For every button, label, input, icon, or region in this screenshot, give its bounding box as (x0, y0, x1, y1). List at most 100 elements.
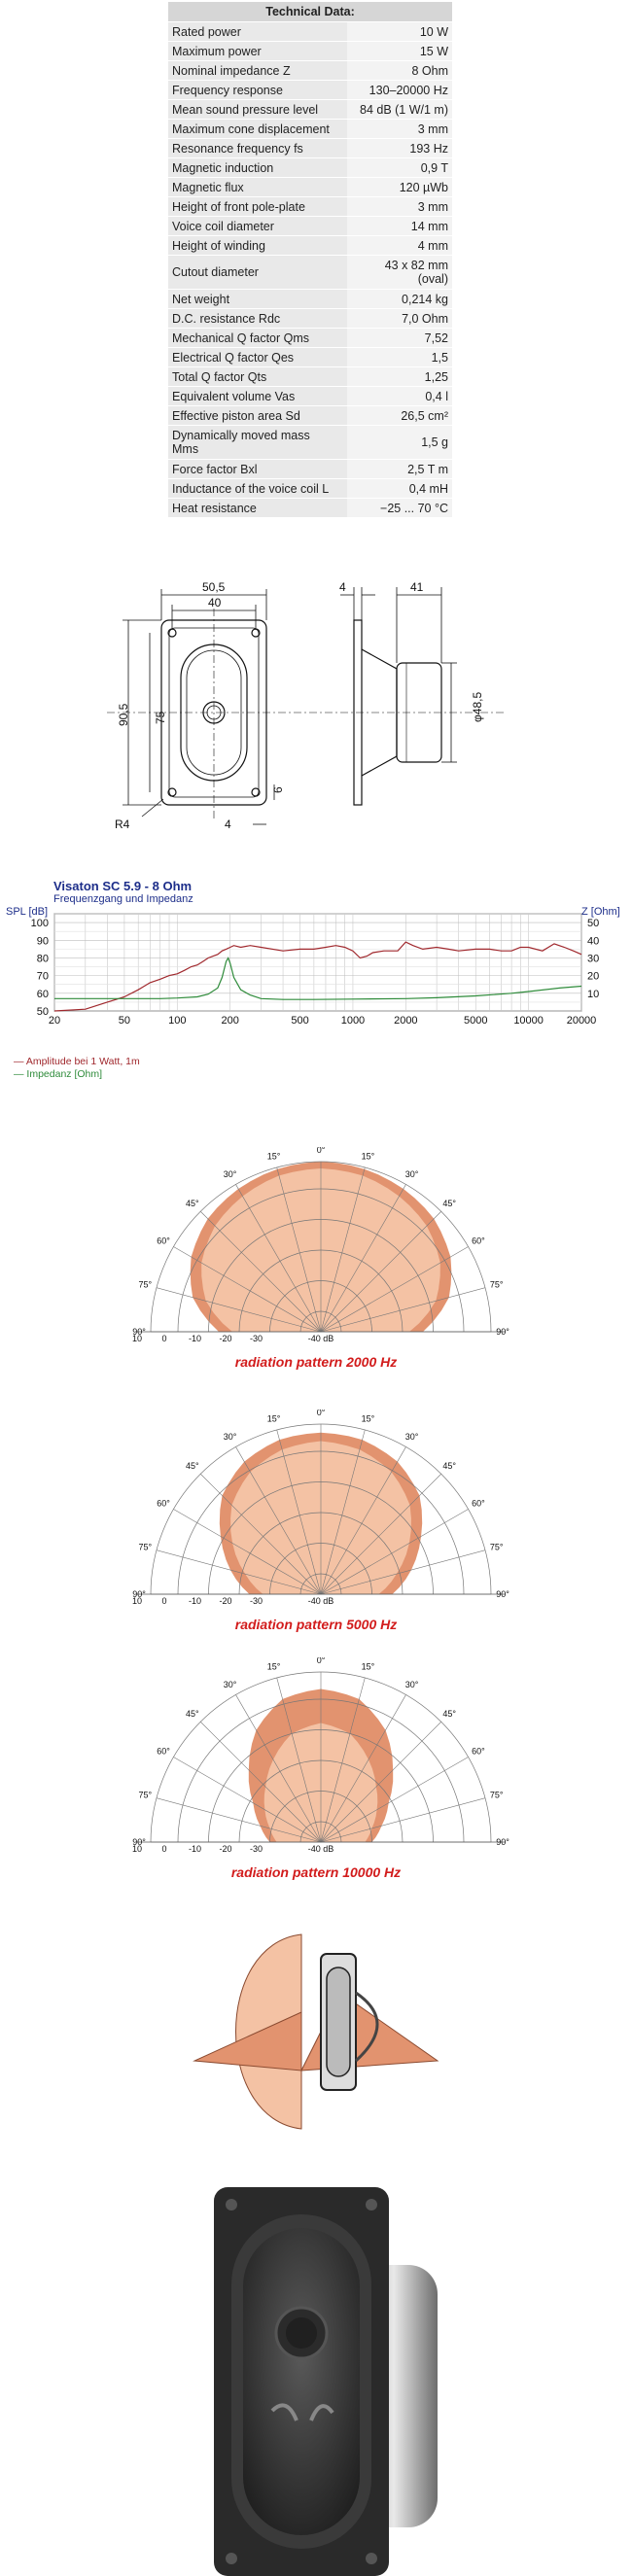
spec-value-text: 3 mm (417, 122, 448, 136)
spec-value: 43 x 82 mm (oval) (347, 255, 452, 290)
polar-spoke (320, 1287, 486, 1333)
x-tick-label: 5000 (464, 1015, 487, 1027)
polar-spoke (320, 1446, 406, 1595)
spec-value-text: 193 Hz (409, 141, 448, 156)
spec-row: Rated power 10 W (168, 21, 452, 42)
polar-angle-label: 90° (132, 1327, 146, 1337)
spl-series-line (53, 941, 582, 1012)
polar-angle-label: 90° (132, 1837, 146, 1847)
polar-ring-label: -20 (219, 1596, 231, 1604)
polar-angle-label: 15° (267, 1413, 281, 1423)
spec-row: Effective piston area Sd 26,5 cm² (168, 405, 452, 426)
x-tick-label: 20000 (567, 1015, 597, 1027)
polar-angle-label: 60° (472, 1747, 485, 1757)
dim-4-bottom: 4 (225, 818, 231, 831)
polar-ring-label: -10 (189, 1844, 201, 1852)
polar-angle-label: 45° (442, 1199, 456, 1208)
spec-value-text: 2,5 T m (407, 462, 448, 476)
polar-spoke (320, 1246, 469, 1333)
spec-label: Voice coil diameter (168, 216, 347, 236)
polar-spoke (276, 1429, 322, 1595)
spec-value: 0,214 kg (347, 289, 452, 309)
spec-row: Force factor Bxl 2,5 T m (168, 459, 452, 479)
spec-label: Magnetic induction (168, 157, 347, 178)
spec-row: Heat resistance −25 ... 70 °C (168, 498, 452, 518)
polar-angle-label: 90° (496, 1327, 509, 1337)
polar-ring-label: -40 dB (308, 1596, 334, 1604)
spec-value-text: 15 W (419, 44, 448, 58)
spec-row: D.C. resistance Rdc 7,0 Ohm (168, 308, 452, 329)
spec-label-text: Frequency response (172, 83, 283, 97)
legend-spl-swatch: — (14, 1056, 24, 1067)
spec-value-text: 0,4 l (425, 389, 448, 403)
spec-label-text: Effective piston area Sd (172, 408, 300, 423)
polar-angle-label: 45° (442, 1709, 456, 1719)
spec-value-text: 0,214 kg (402, 292, 448, 306)
spec-value: 1,5 g (347, 425, 452, 460)
spec-label-text: Magnetic induction (172, 160, 274, 175)
polar-spoke (320, 1677, 366, 1843)
spec-value-text: 1,25 (424, 369, 448, 384)
radiation-pattern-2000hz: 0°15°15°30°30°45°45°60°60°75°75°90°90°10… (132, 1147, 509, 1341)
polar-angle-label: 75° (139, 1791, 153, 1800)
spec-label-text-2: Mms (172, 442, 199, 456)
polar-spoke (200, 1722, 322, 1843)
dim-4-side: 4 (339, 580, 346, 594)
spec-row: Nominal impedance Z 8 Ohm (168, 60, 452, 81)
polar-ring-label: 10 (132, 1334, 142, 1341)
chart-title: Visaton SC 5.9 - 8 Ohm (53, 879, 193, 893)
y2-tick-label: 20 (587, 971, 599, 983)
dimension-lines (123, 589, 275, 825)
polar-angle-label: 75° (139, 1543, 153, 1552)
dim-90-5: 90,5 (117, 703, 130, 726)
dim-41: 41 (410, 580, 424, 594)
spec-row: Magnetic induction 0,9 T (168, 157, 452, 178)
y2-tick-label: 40 (587, 935, 599, 947)
polar-angle-label: 15° (362, 1413, 375, 1423)
frequency-response-chart: SPL [dB] Z [Ohm] 20 50 100 200 500 1000 2000 50… (6, 906, 620, 1027)
spec-label-text: Cutout diameter (172, 265, 259, 279)
polar-spoke (320, 1722, 441, 1843)
spec-label: Total Q factor Qts (168, 366, 347, 387)
polar-angle-label: 30° (405, 1432, 419, 1442)
polar-angle-label: 15° (267, 1661, 281, 1671)
polar-angle-label: 45° (186, 1199, 199, 1208)
spec-value: 8 Ohm (347, 60, 452, 81)
chart-subtitle: Frequenzgang und Impedanz (53, 893, 193, 905)
spec-label-text: Equivalent volume Vas (172, 389, 296, 403)
legend-impedance-label: Impedanz [Ohm] (26, 1068, 103, 1080)
spec-value: −25 ... 70 °C (347, 498, 452, 518)
polar-spoke (235, 1694, 322, 1843)
front-view (107, 609, 506, 818)
spec-label-text: Total Q factor Qts (172, 369, 267, 384)
dim-6: 6 (271, 786, 285, 793)
polar-ring-label: 0 (161, 1844, 166, 1852)
polar-ring-label: -30 (250, 1844, 263, 1852)
spec-value-text: 26,5 cm² (401, 408, 448, 423)
spec-label: Mechanical Q factor Qms (168, 328, 347, 348)
spec-value: 7,52 (347, 328, 452, 348)
spec-row: Resonance frequency fs 193 Hz (168, 138, 452, 158)
spec-label: Mean sound pressure level (168, 99, 347, 120)
spec-label-text: Dynamically moved mass (172, 429, 310, 442)
spec-value: 0,4 mH (347, 478, 452, 499)
polar-spoke (200, 1474, 322, 1595)
spec-value: 1,5 (347, 347, 452, 367)
spec-value: 10 W (347, 21, 452, 42)
polar-angle-label: 60° (157, 1499, 170, 1509)
radiation-title-5000hz: radiation pattern 5000 Hz (234, 1617, 398, 1632)
polar-angle-label: 60° (472, 1499, 485, 1509)
spec-label-text: Rated power (172, 24, 241, 39)
spec-value-text: 43 x 82 mm (384, 259, 448, 272)
spl-axis-label: SPL [dB] (6, 906, 48, 918)
radiation-title-10000hz: radiation pattern 10000 Hz (230, 1864, 402, 1880)
spec-label-text: Mechanical Q factor Qms (172, 331, 310, 345)
impedance-axis-label: Z [Ohm] (581, 906, 620, 918)
legend-impedance-swatch: — (14, 1068, 24, 1080)
polar-ring-label: -10 (189, 1334, 201, 1341)
polar-angle-label: 0° (317, 1147, 326, 1155)
y2-tick-label: 30 (587, 953, 599, 964)
spec-label-text: D.C. resistance Rdc (172, 311, 281, 326)
polar-angle-label: 45° (186, 1709, 199, 1719)
technical-data-table: Technical Data: Rated power 10 W Maximum p… (168, 2, 452, 518)
